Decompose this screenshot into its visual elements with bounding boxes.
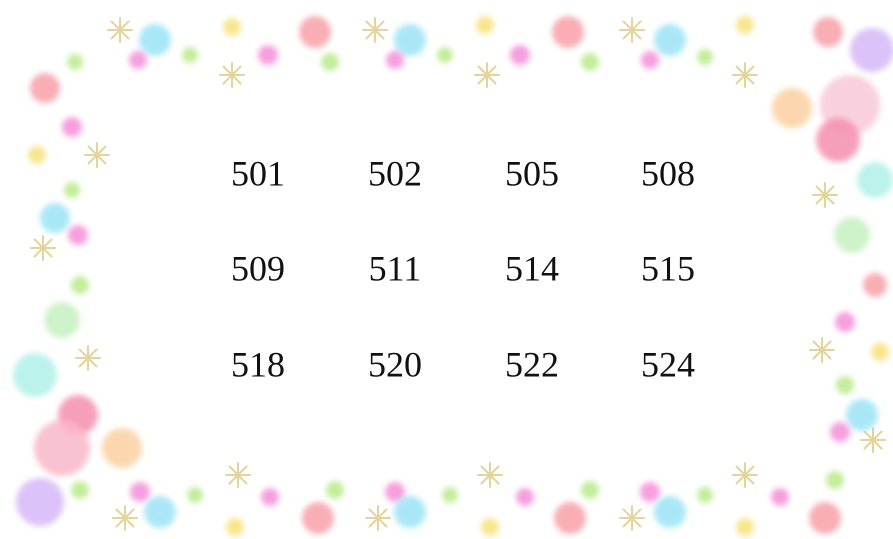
decor-dot	[437, 47, 453, 63]
decor-dot	[68, 225, 88, 245]
decor-star	[85, 143, 109, 167]
decor-dot	[871, 343, 889, 361]
decor-dot	[187, 487, 203, 503]
decor-star	[810, 338, 834, 362]
decor-dot	[836, 376, 854, 394]
decor-dot	[71, 276, 89, 294]
decor-dot	[139, 24, 171, 56]
decor-star	[113, 506, 137, 530]
decor-star	[733, 63, 757, 87]
screen: 501 502 505 508 509 511 514 515 518 520 522 524	[0, 0, 893, 539]
decor-dot	[554, 502, 586, 534]
decor-dot	[813, 17, 843, 47]
decor-dot	[102, 428, 142, 468]
room-number: 509	[231, 248, 285, 288]
decor-dot	[826, 471, 844, 489]
decor-dot	[654, 496, 686, 528]
decor-dot	[62, 117, 82, 137]
number-grid: 501 502 505 508 509 511 514 515 518 520 522 524	[231, 153, 695, 384]
room-number: 524	[641, 344, 695, 384]
room-number: 502	[368, 153, 422, 193]
decor-dot	[71, 481, 89, 499]
room-number: 501	[231, 153, 285, 193]
decor-dot	[442, 487, 458, 503]
decor-star	[861, 428, 885, 452]
room-number: 520	[368, 344, 422, 384]
decor-star	[363, 18, 387, 42]
page: 501502505508509511514515518520522524 (()…	[0, 0, 893, 539]
decor-dot	[34, 420, 90, 476]
decor-dot	[863, 273, 887, 297]
decor-dot	[44, 302, 80, 338]
decor-star	[475, 63, 499, 87]
decor-dot	[326, 481, 344, 499]
room-number: 511	[369, 248, 422, 288]
decor-dot	[394, 24, 426, 56]
decor-dot	[28, 146, 46, 164]
room-number: 518	[231, 344, 285, 384]
decor-dot	[223, 18, 241, 36]
decor-star	[220, 63, 244, 87]
decor-dot	[641, 51, 659, 69]
decor-dot	[130, 482, 150, 502]
decor-dot	[40, 203, 70, 233]
decor-star	[226, 463, 250, 487]
decor-dot	[857, 162, 893, 198]
decor-dot	[386, 51, 404, 69]
decor-dot	[64, 182, 80, 198]
decor-dot	[809, 502, 841, 534]
decor-dot	[129, 51, 147, 69]
decor-dot	[834, 217, 870, 253]
decor-star	[31, 236, 55, 260]
decor-dot	[510, 45, 530, 65]
room-number: 508	[641, 153, 695, 193]
decor-dot	[16, 478, 64, 526]
decor-star	[108, 18, 132, 42]
room-number: 514	[505, 248, 559, 288]
decor-star	[76, 346, 100, 370]
decor-dot	[516, 488, 534, 506]
decor-star	[478, 463, 502, 487]
decor-dot	[697, 487, 713, 503]
decor-dot	[321, 53, 339, 71]
decor-dot	[640, 482, 660, 502]
decor-dot	[654, 24, 686, 56]
decor-dot	[772, 88, 812, 128]
room-number: 522	[505, 344, 559, 384]
decor-dot	[30, 73, 60, 103]
decor-dot	[481, 518, 499, 536]
decor-dot	[771, 488, 789, 506]
room-number: 515	[641, 248, 695, 288]
decor-dot	[846, 399, 878, 431]
decor-dot	[581, 53, 599, 71]
decor-dot	[830, 422, 850, 442]
decor-dot	[67, 54, 83, 70]
decor-dot	[697, 49, 713, 65]
decor-dot	[476, 16, 494, 34]
decor-dot	[13, 353, 57, 397]
decor-dot	[816, 118, 860, 162]
decor-star	[620, 18, 644, 42]
decor-dot	[226, 518, 244, 536]
decor-dot	[144, 496, 176, 528]
decor-dot	[182, 47, 198, 63]
decor-dot	[736, 518, 754, 536]
decor-star	[366, 506, 390, 530]
decorative-frame	[13, 16, 893, 536]
decor-dot	[299, 16, 331, 48]
decor-dot	[261, 488, 279, 506]
decor-dot	[835, 312, 855, 332]
decor-dot	[394, 496, 426, 528]
decor-star	[733, 463, 757, 487]
decor-dot	[258, 45, 278, 65]
decor-dot	[581, 481, 599, 499]
decor-dot	[302, 502, 334, 534]
decor-dot	[850, 28, 893, 72]
decor-dot	[736, 16, 754, 34]
room-number: 505	[505, 153, 559, 193]
decor-star	[813, 183, 837, 207]
decor-star	[620, 506, 644, 530]
decor-dot	[552, 16, 584, 48]
